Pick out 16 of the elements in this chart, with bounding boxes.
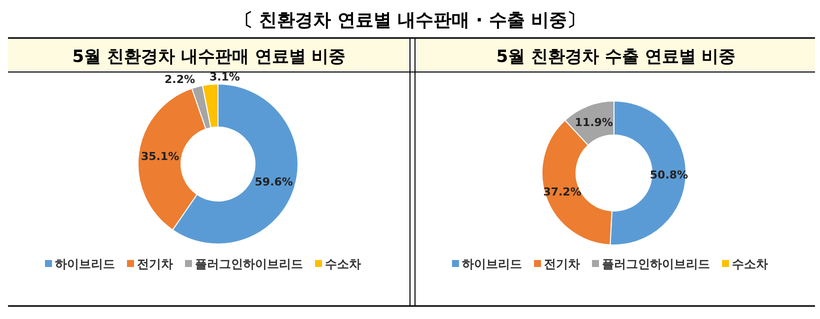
data-label: 11.9%	[574, 116, 613, 129]
legend-label: 수소차	[325, 257, 361, 271]
chart-title: 5월 친환경차 내수판매 연료별 비중	[72, 47, 346, 67]
data-label: 59.6%	[254, 175, 293, 188]
legend-label: 수소차	[732, 257, 768, 271]
legend-label: 하이브리드	[462, 257, 522, 271]
chart-title: 5월 친환경차 수출 연료별 비중	[496, 47, 736, 67]
legend-label: 전기차	[137, 257, 173, 271]
data-label: 2.2%	[164, 73, 196, 86]
data-label: 35.1%	[140, 150, 180, 164]
data-label: 3.1%	[209, 70, 240, 84]
legend-label: 하이브리드	[55, 257, 115, 271]
text: 〔 친환경차 연료별 내수판매 · 수출 비중〕	[234, 10, 586, 31]
legend-label: 전기차	[544, 257, 580, 271]
legend-label: 플러그인하이브리드	[602, 257, 710, 271]
legend-label: 플러그인하이브리드	[195, 257, 303, 271]
